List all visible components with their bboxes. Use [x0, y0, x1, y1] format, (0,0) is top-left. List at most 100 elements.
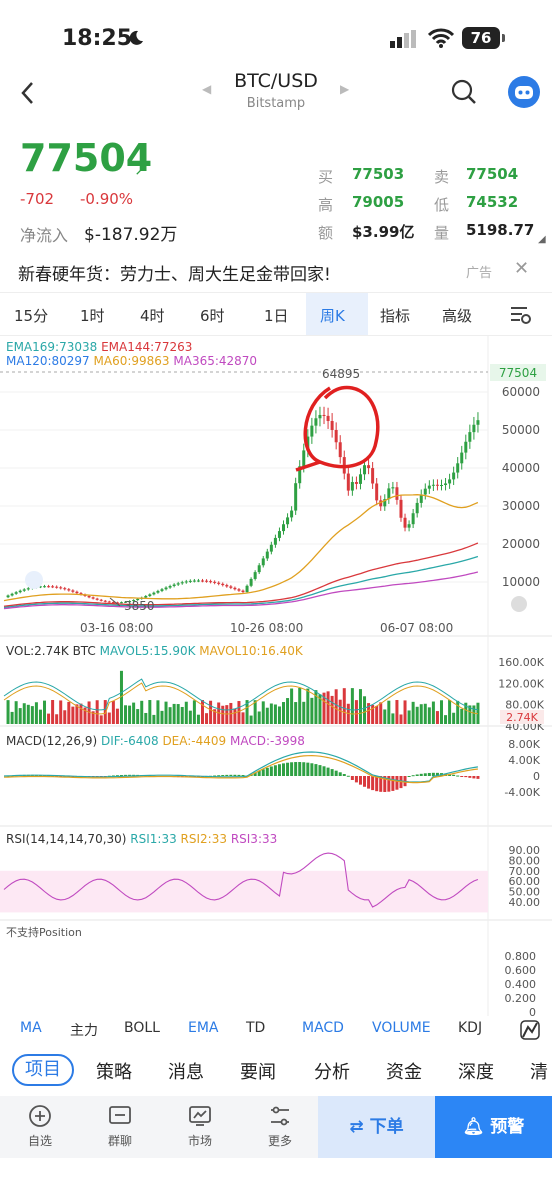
nav-market[interactable]: 市场	[170, 1104, 230, 1149]
tf-advanced[interactable]: 高级	[442, 307, 473, 325]
chat-icon	[109, 1106, 131, 1124]
nav-more[interactable]: 更多	[250, 1104, 310, 1149]
volume-bar	[302, 701, 306, 724]
main-x-tick: 10-26 08:00	[230, 621, 303, 635]
ind-tab-ma[interactable]: MA	[20, 1020, 42, 1036]
ind-tab-td[interactable]: TD	[246, 1020, 266, 1036]
robot-assistant-icon[interactable]	[508, 76, 540, 108]
next-pair-icon[interactable]: ▶	[340, 82, 350, 96]
candle-body	[156, 590, 160, 593]
tab-depth[interactable]: 深度	[458, 1062, 494, 1083]
volume-bar	[140, 700, 144, 724]
net-inflow-value: $-187.92万	[84, 225, 178, 245]
volume-bar	[314, 690, 318, 724]
tf-1h[interactable]: 1时	[80, 307, 105, 325]
volume-bar	[395, 700, 399, 724]
rsi-y-tick: 40.00	[509, 896, 541, 909]
ad-banner[interactable]: 新春硬年货：劳力士、周大生足金带回家! 广告 ✕	[0, 252, 552, 288]
nav-watchlist[interactable]: 自选	[10, 1104, 70, 1149]
volume-bar	[119, 670, 123, 724]
volume-bar	[253, 700, 257, 724]
volume-bar	[411, 701, 415, 724]
candle-body	[168, 586, 172, 588]
tab-messages[interactable]: 消息	[168, 1062, 204, 1083]
candle-body	[326, 415, 330, 422]
tf-1d[interactable]: 1日	[264, 307, 289, 325]
candle-body	[383, 499, 387, 507]
search-icon[interactable]	[450, 78, 478, 106]
chart-area[interactable]: 60000 50000 40000 30000 20000 10000 77504 64895…	[0, 336, 552, 1016]
candle-body	[136, 598, 140, 601]
candle-body	[103, 600, 107, 602]
tf-weekly[interactable]: 周K	[320, 307, 345, 325]
macd-y-tick: -4.00K	[504, 786, 540, 799]
main-y-tick: 10000	[502, 575, 540, 589]
volume-bar	[456, 700, 460, 724]
pair-title[interactable]: BTC/USD	[234, 70, 318, 92]
volume-bar	[176, 704, 180, 724]
tab-project[interactable]: 项目	[12, 1054, 74, 1086]
tab-funds[interactable]: 资金	[386, 1062, 422, 1083]
ind-tab-ema[interactable]: EMA	[188, 1020, 219, 1036]
macd-histogram-bar	[294, 762, 298, 776]
candle-body	[330, 421, 334, 430]
expand-caret-icon[interactable]: ◢	[538, 234, 546, 245]
ind-tab-kdj[interactable]: KDJ	[458, 1020, 483, 1036]
tf-6h[interactable]: 6时	[200, 307, 225, 325]
ind-tab-boll[interactable]: BOLL	[124, 1020, 160, 1036]
macd-histogram-bar	[277, 764, 281, 776]
rsi-line	[3, 852, 479, 908]
macd-histogram-bar	[111, 775, 115, 777]
ad-text[interactable]: 新春硬年货：劳力士、周大生足金带回家!	[18, 265, 331, 285]
volume-bar	[439, 700, 443, 724]
macd-histogram-bar	[241, 775, 245, 777]
tab-clear[interactable]: 清	[530, 1062, 548, 1083]
close-icon[interactable]: ✕	[514, 258, 530, 279]
chart-settings-icon[interactable]	[510, 305, 532, 325]
volume-bar	[213, 709, 217, 724]
prev-pair-icon[interactable]: ◀	[202, 82, 212, 96]
rsi-y-tick: 50.00	[509, 886, 541, 899]
ind-tab-macd[interactable]: MACD	[302, 1020, 344, 1036]
tf-indicators[interactable]: 指标	[380, 307, 411, 325]
ind-tab-main[interactable]: 主力	[70, 1023, 98, 1039]
volume-bar	[63, 710, 67, 724]
candle-body	[403, 517, 407, 528]
high-value: 79005	[352, 193, 405, 211]
candle-body	[411, 513, 415, 525]
tab-analysis[interactable]: 分析	[314, 1062, 350, 1083]
sell-label: 卖	[434, 168, 450, 186]
tab-news[interactable]: 要闻	[240, 1062, 276, 1083]
tab-strategy[interactable]: 策略	[96, 1062, 132, 1083]
candle-body	[192, 580, 196, 582]
volume-bar	[277, 706, 281, 724]
volume-bar	[472, 705, 476, 724]
candle-body	[354, 482, 358, 484]
back-icon[interactable]	[18, 80, 38, 106]
volume-bar	[30, 706, 34, 724]
candle-body	[350, 482, 354, 491]
volume-bar	[427, 707, 431, 724]
volume-bar	[233, 708, 237, 724]
price-alert-button[interactable]: 🔔︎ 预警	[435, 1096, 552, 1158]
high-price-marker: 64895	[322, 367, 360, 381]
volume-bar	[350, 688, 354, 724]
drawing-tool-icon[interactable]	[520, 1020, 540, 1040]
kline-chart[interactable]: 60000 50000 40000 30000 20000 10000 77504 64895…	[0, 336, 552, 1016]
macd-histogram-bar	[431, 772, 435, 776]
rsi-y-tick: 70.00	[509, 865, 541, 878]
volume-bar	[391, 713, 395, 724]
vol-current: 2.74K	[506, 711, 538, 724]
candle-body	[164, 587, 168, 590]
nav-groupchat[interactable]: 群聊	[90, 1104, 150, 1149]
status-bar: 18:25 76	[0, 0, 552, 80]
candle-body	[435, 484, 439, 486]
macd-histogram-bar	[375, 776, 379, 792]
ind-tab-volume[interactable]: VOLUME	[372, 1020, 431, 1036]
place-order-button[interactable]: ⇄ 下单	[318, 1096, 435, 1158]
volume-bar	[124, 705, 128, 724]
tf-4h[interactable]: 4时	[140, 307, 165, 325]
signal-icon	[390, 30, 416, 48]
candle-body	[346, 473, 350, 491]
tf-15m[interactable]: 15分	[14, 307, 49, 325]
